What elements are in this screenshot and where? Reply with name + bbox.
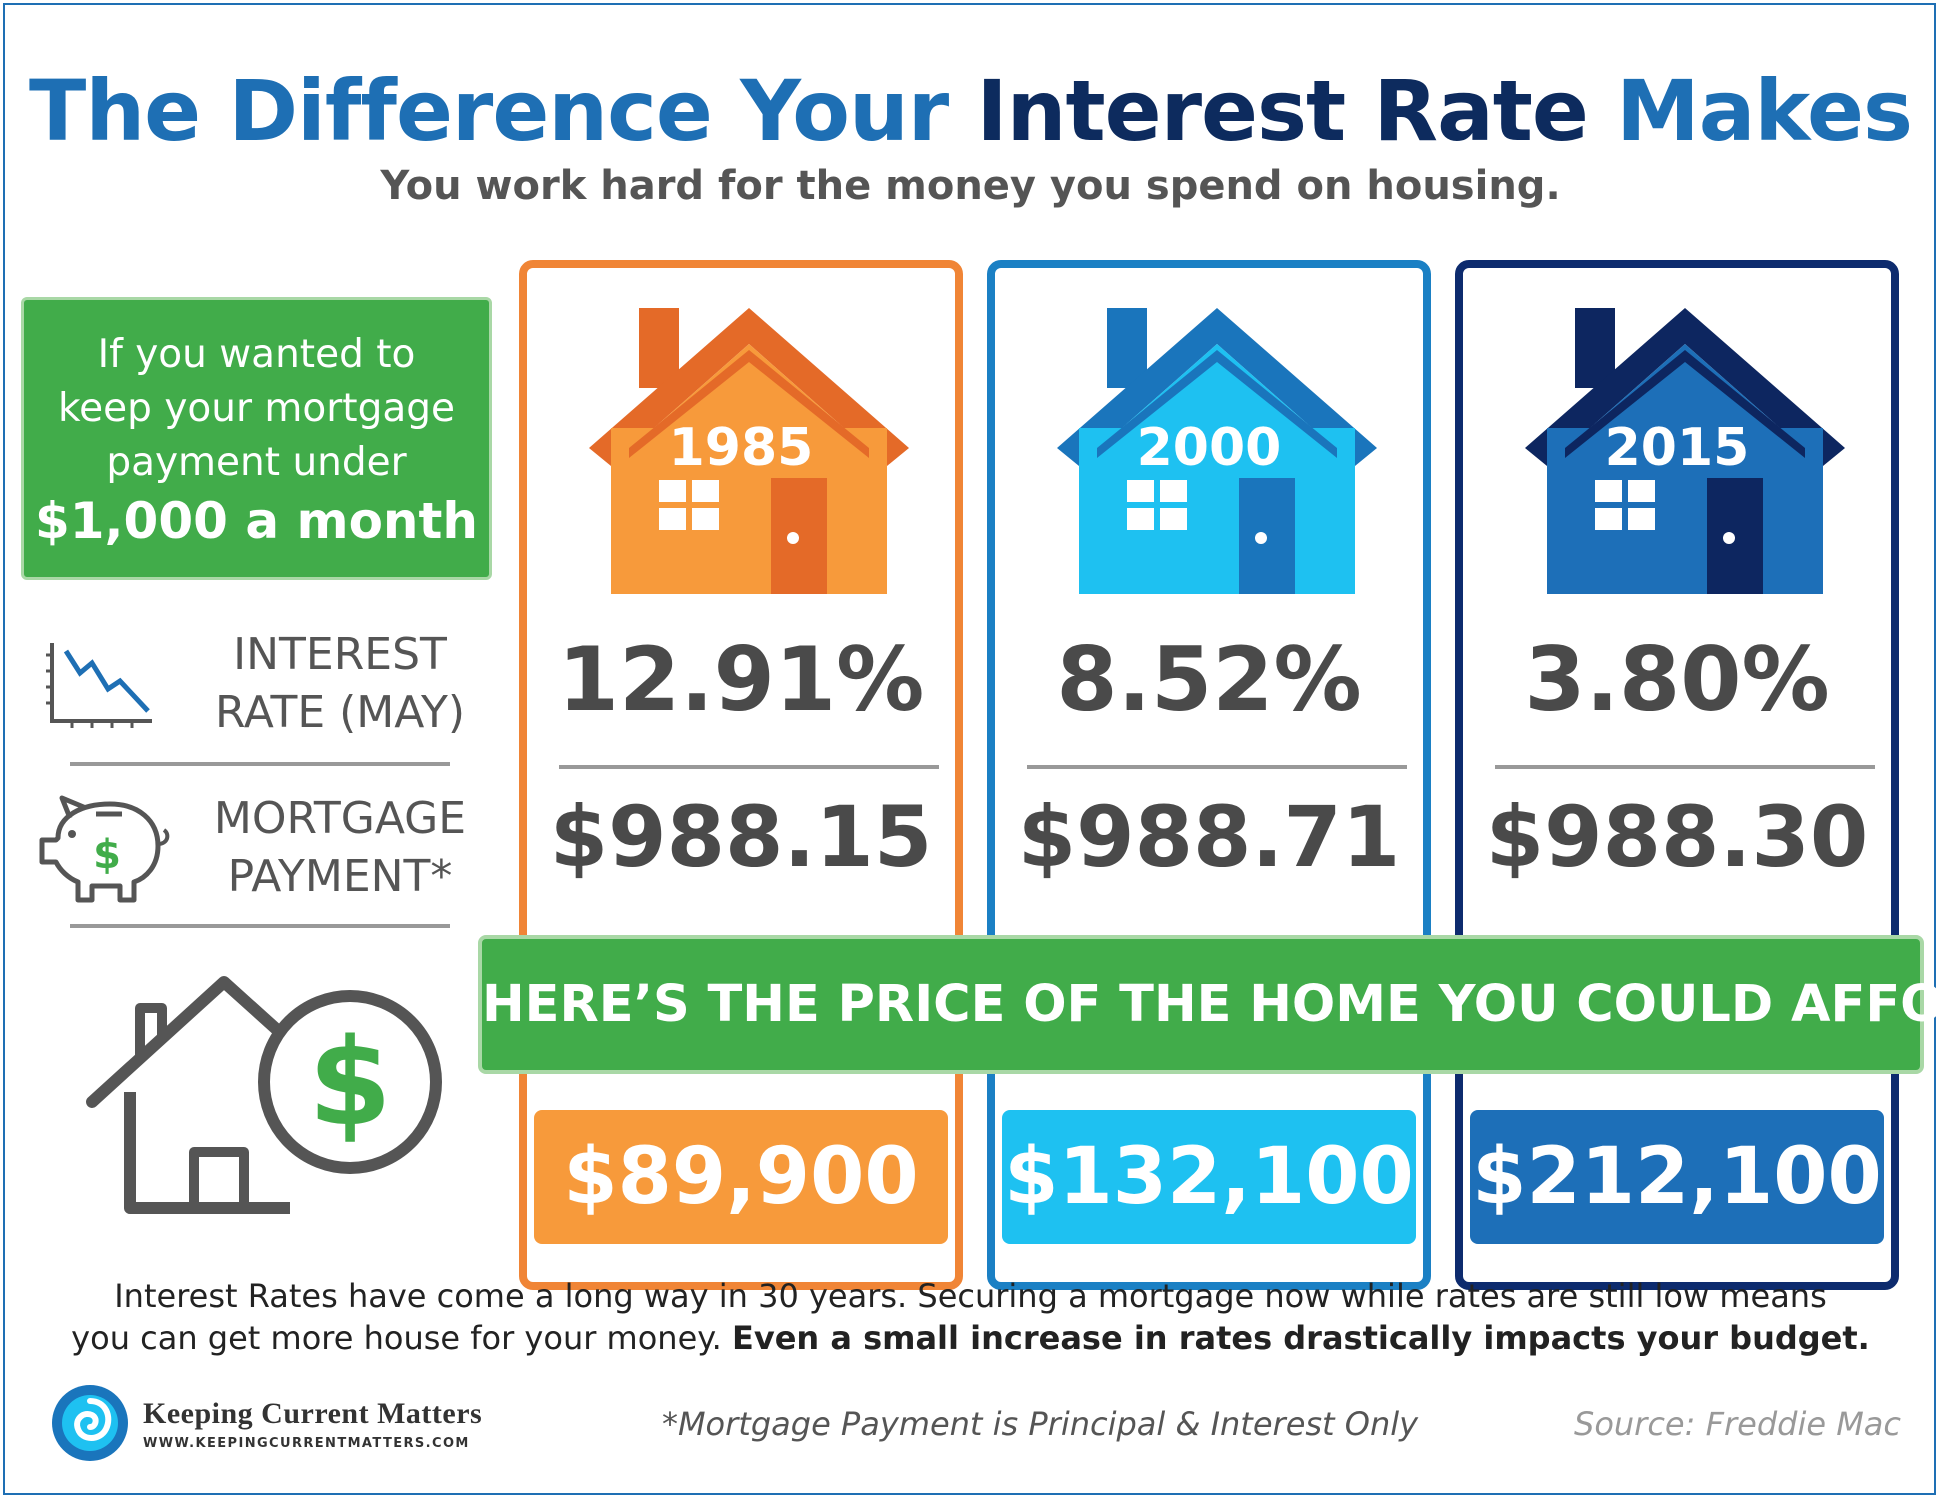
year-column-2000: 2000 8.52% $988.71 $132,100 <box>987 260 1431 1290</box>
declining-chart-icon <box>46 643 152 728</box>
page-subtitle: You work hard for the money you spend on… <box>380 163 1561 209</box>
affordability-banner: HERE’S THE PRICE OF THE HOME YOU COULD A… <box>478 935 1941 1074</box>
intro-line-1: If you wanted to <box>97 332 416 377</box>
column-separator <box>1495 765 1875 769</box>
year-label: 2000 <box>1136 418 1282 478</box>
source-credit: Source: Freddie Mac <box>1574 1405 1901 1443</box>
outer-frame <box>3 3 1936 1495</box>
mortgage-label-line-1: MORTGAGE <box>213 793 467 844</box>
svg-text:$: $ <box>93 832 121 878</box>
year-column-1985: 1985 12.91% $988.15 $89,900 <box>519 260 963 1290</box>
intro-box: If you wanted to keep your mortgage paym… <box>21 297 492 580</box>
footer-line-2: you can get more house for your money. E… <box>0 1317 1941 1359</box>
footer-text: Interest Rates have come a long way in 3… <box>0 1275 1941 1359</box>
mortgage-label-line-2: PAYMENT* <box>227 851 453 902</box>
row-separator <box>70 762 450 766</box>
mortgage-payment-value: $988.71 <box>1017 788 1401 886</box>
column-separator <box>559 765 939 769</box>
interest-rate-value: 12.91% <box>557 628 925 731</box>
piggy-bank-dollar-icon: $ <box>39 795 170 903</box>
interest-rate-label: INTEREST RATE (MAY) <box>180 626 500 742</box>
year-label: 1985 <box>668 418 814 478</box>
year-column-2015: 2015 3.80% $988.30 $212,100 <box>1455 260 1899 1290</box>
house-dollar-icon: $ <box>86 976 442 1214</box>
home-price-value: $132,100 <box>1002 1110 1416 1244</box>
mortgage-payment-label: MORTGAGE PAYMENT* <box>180 790 500 906</box>
interest-label-line-2: RATE (MAY) <box>215 687 465 738</box>
brand-url: WWW.KEEPINGCURRENTMATTERS.COM <box>143 1436 470 1451</box>
column-separator <box>1027 765 1407 769</box>
title-part-2: Interest Rate <box>976 62 1588 160</box>
title-part-1: The Difference Your <box>29 62 977 160</box>
brand-name: Keeping Current Matters <box>143 1397 483 1430</box>
intro-line-2: keep your mortgage <box>57 386 455 431</box>
intro-line-4: $1,000 a month <box>34 492 479 550</box>
interest-label-line-1: INTEREST <box>233 629 447 680</box>
footer-line-1: Interest Rates have come a long way in 3… <box>114 1277 1827 1315</box>
svg-text:$: $ <box>308 1014 392 1153</box>
swirl-logo-icon <box>52 1385 128 1461</box>
mortgage-payment-value: $988.30 <box>1485 788 1869 886</box>
orange-house-icon <box>589 308 909 594</box>
intro-line-3: payment under <box>106 440 407 485</box>
footer-line-2-normal: you can get more house for your money. <box>71 1319 732 1357</box>
home-price-value: $89,900 <box>534 1110 948 1244</box>
year-label: 2015 <box>1604 418 1750 478</box>
mortgage-payment-value: $988.15 <box>549 788 933 886</box>
footer-line-2-bold: Even a small increase in rates drastical… <box>731 1319 1870 1357</box>
light-blue-house-icon <box>1057 308 1377 594</box>
title-part-3: Makes <box>1587 62 1913 160</box>
home-price-value: $212,100 <box>1470 1110 1884 1244</box>
page-title: The Difference Your Interest Rate Makes <box>0 62 1941 160</box>
dark-blue-house-icon <box>1525 308 1845 594</box>
interest-rate-value: 8.52% <box>1056 628 1362 731</box>
footnote: *Mortgage Payment is Principal & Interes… <box>661 1405 1419 1443</box>
interest-rate-value: 3.80% <box>1524 628 1830 731</box>
row-separator <box>70 924 450 928</box>
